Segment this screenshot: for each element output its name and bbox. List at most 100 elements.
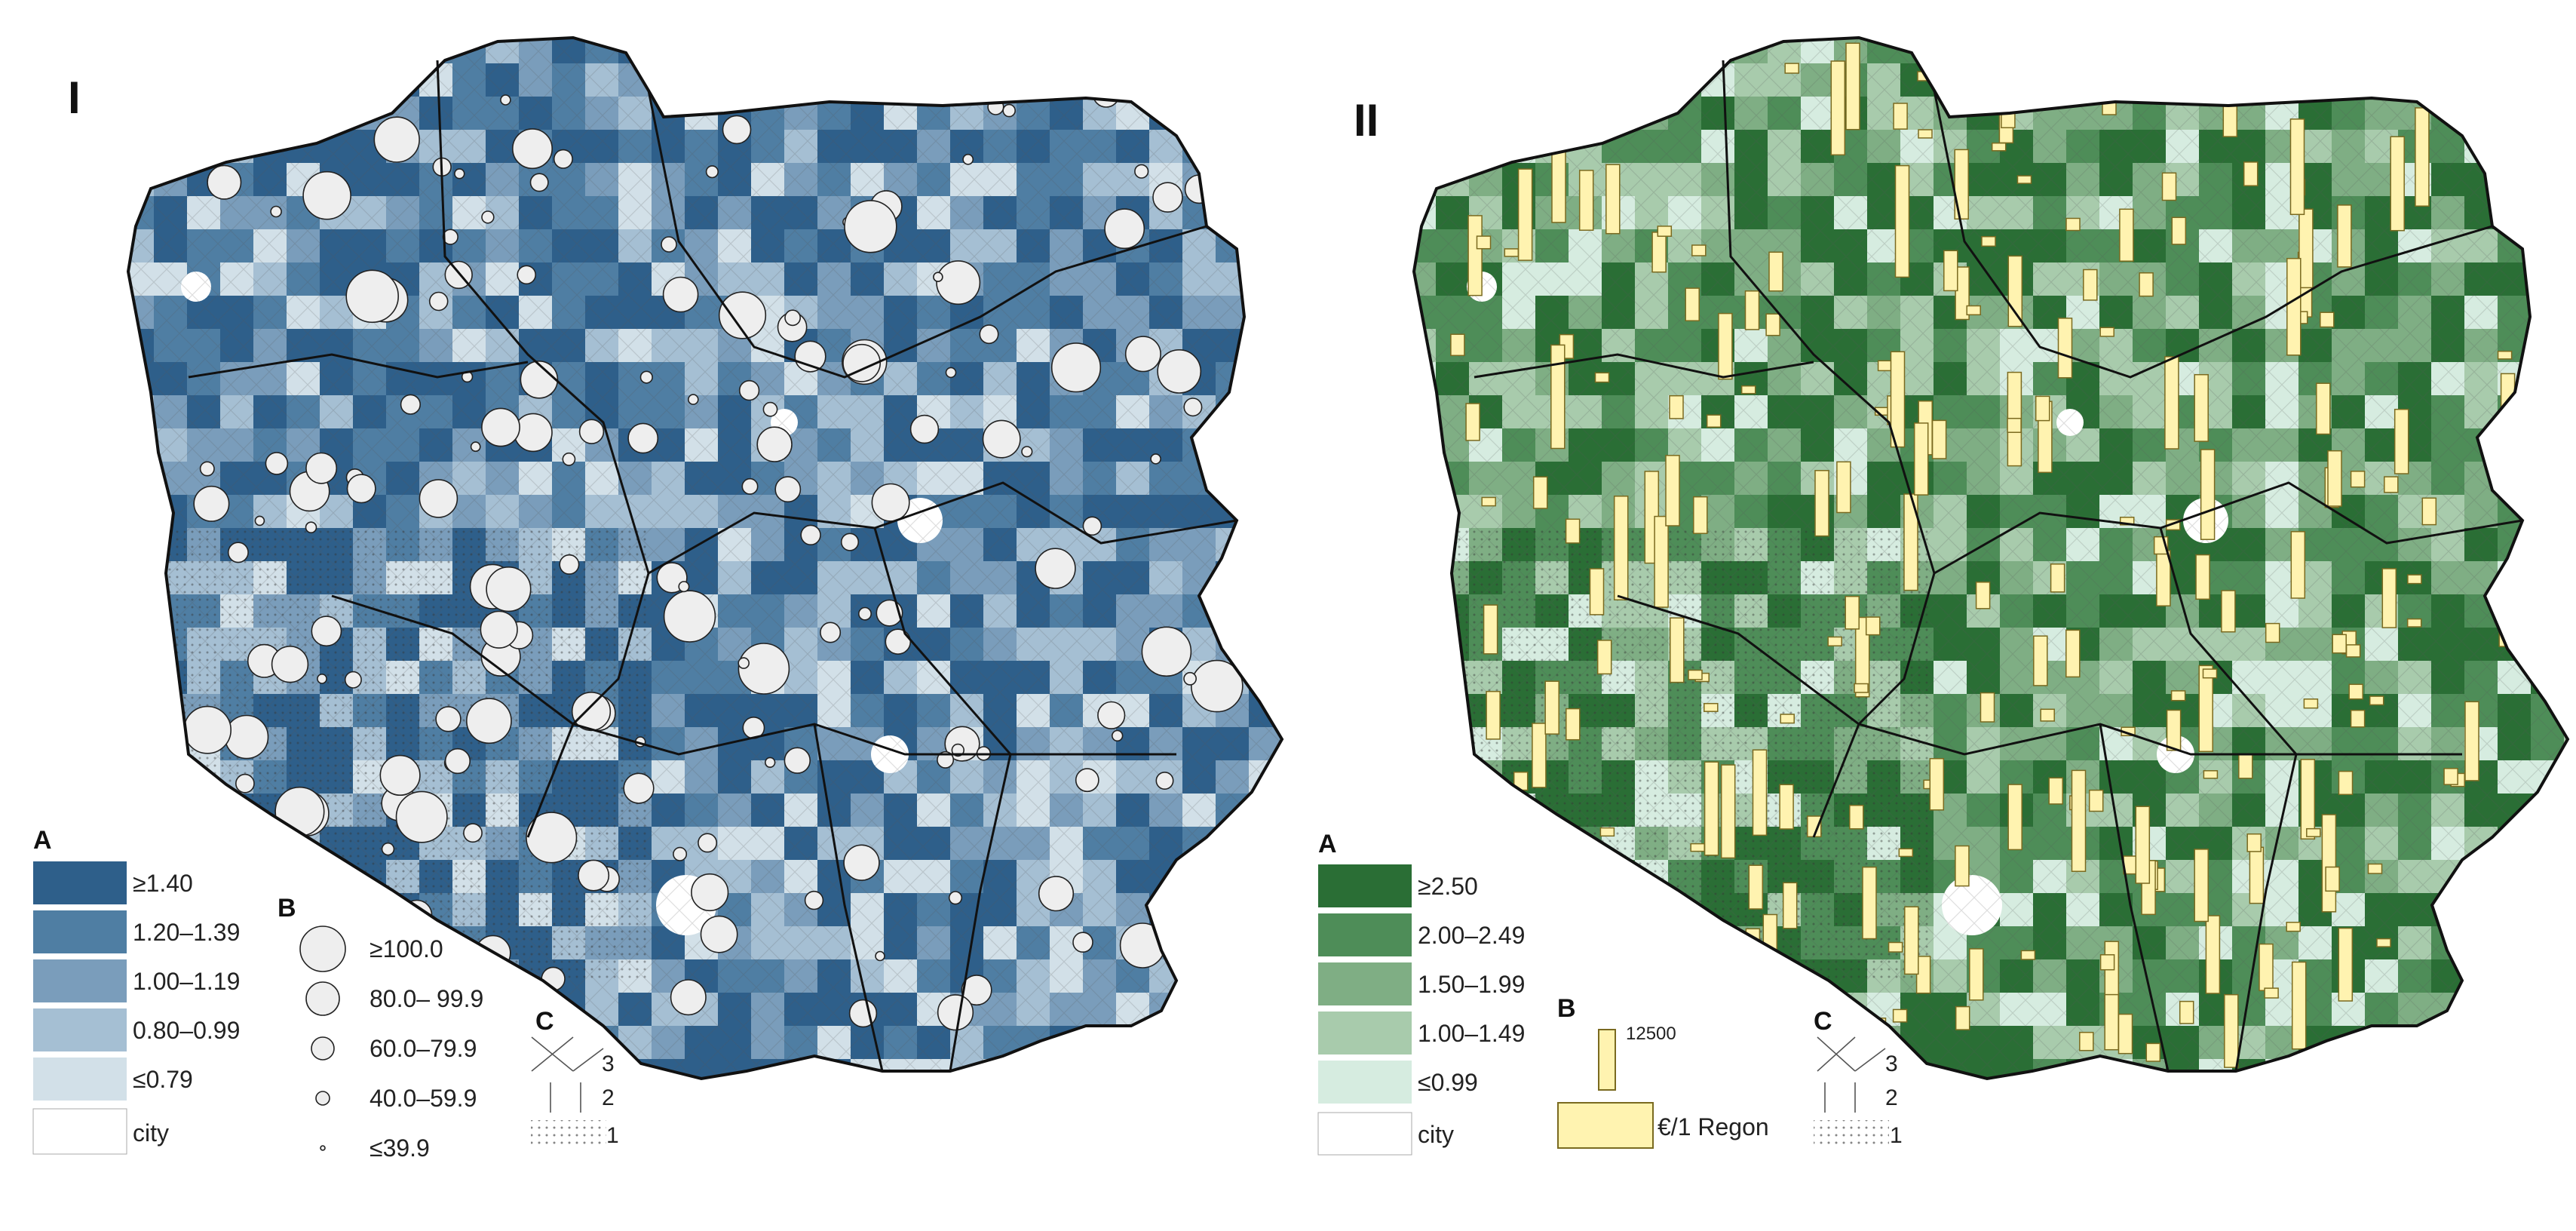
choropleth-cell	[1602, 860, 1636, 894]
symbol-bar	[2369, 695, 2384, 706]
choropleth-cell	[353, 63, 387, 97]
legend-swatch-city	[32, 1108, 127, 1155]
symbol-bar	[2303, 698, 2319, 709]
choropleth-cell	[1282, 727, 1316, 761]
symbol-circle	[1124, 336, 1161, 373]
choropleth-cell	[2498, 594, 2532, 628]
symbol-bar	[2071, 769, 2087, 872]
symbol-bar	[1779, 784, 1794, 830]
choropleth-cell	[1182, 97, 1216, 130]
choropleth-cell	[2564, 959, 2568, 993]
symbol-circle	[876, 599, 903, 627]
choropleth-cell	[2564, 893, 2568, 927]
choropleth-cell	[2298, 63, 2332, 97]
legend-a: A ≥1.401.20–1.391.00–1.190.80–0.99≤0.79 …	[32, 826, 240, 1155]
symbol-circle	[1002, 103, 1016, 118]
symbol-bar	[2007, 417, 2022, 433]
symbol-circle	[1165, 94, 1190, 118]
symbol-circle	[371, 87, 383, 99]
choropleth-cell	[652, 38, 685, 64]
map-II	[1414, 38, 2568, 1079]
choropleth-cell	[128, 462, 155, 496]
choropleth-cell	[2365, 1026, 2399, 1060]
legend-label: ≤0.99	[1418, 1069, 1478, 1096]
symbol-bar	[1693, 496, 1708, 534]
choropleth-cell	[1216, 827, 1250, 861]
legend-b-title: B	[1557, 994, 1576, 1023]
choropleth-cell	[2531, 296, 2565, 330]
choropleth-cell	[1249, 561, 1282, 595]
symbol-bar	[1915, 956, 1931, 994]
choropleth-cell	[253, 926, 287, 960]
choropleth-cell	[685, 38, 719, 64]
symbol-circle	[224, 714, 269, 760]
choropleth-cell	[2099, 38, 2133, 64]
symbol-bar	[2205, 915, 2221, 994]
symbol-bar	[1576, 901, 1591, 952]
choropleth-cell	[2564, 229, 2568, 263]
choropleth-cell	[486, 1026, 520, 1060]
choropleth-cell	[2332, 38, 2366, 64]
legend-label: 1.00–1.49	[1418, 1020, 1525, 1047]
choropleth-cell	[2000, 38, 2034, 64]
choropleth-cell	[1414, 63, 1437, 97]
choropleth-cell	[2531, 262, 2565, 296]
choropleth-cell	[1216, 97, 1250, 130]
choropleth-cell	[1282, 362, 1316, 396]
symbol-bar	[1504, 248, 1520, 257]
choropleth-cell	[1216, 926, 1250, 960]
symbol-circle	[1021, 446, 1033, 458]
choropleth-cell	[1282, 462, 1316, 496]
symbol-circle	[1063, 1034, 1074, 1045]
choropleth-cell	[1635, 893, 1669, 927]
choropleth-cell	[1701, 926, 1735, 960]
legend-label: 2.00–2.49	[1418, 922, 1525, 949]
legend-swatch	[1318, 1012, 1412, 1054]
choropleth-cell	[220, 827, 254, 861]
choropleth-cell	[2531, 97, 2565, 130]
symbol-bar	[2118, 1013, 2133, 1054]
choropleth-cell	[2564, 760, 2568, 794]
symbol-circle	[1072, 932, 1093, 953]
choropleth-cell	[220, 97, 254, 130]
choropleth-cell	[2431, 38, 2465, 64]
choropleth-cell	[2199, 38, 2233, 64]
symbol-bar	[1565, 518, 1581, 544]
symbol-circle	[514, 413, 553, 453]
choropleth-cell	[1635, 38, 1669, 64]
choropleth-cell	[1249, 860, 1282, 894]
symbol-circle	[463, 823, 483, 843]
symbol-bar	[2381, 568, 2397, 628]
choropleth-cell	[1282, 760, 1316, 794]
choropleth-cell	[1249, 63, 1282, 97]
choropleth-cell	[253, 1059, 287, 1079]
choropleth-cell	[1834, 1059, 1868, 1079]
symbol-circle	[982, 419, 1021, 459]
symbol-bar	[2345, 644, 2361, 658]
choropleth-cell	[2464, 63, 2498, 97]
legend-label: 1.20–1.39	[133, 919, 240, 946]
symbol-circle	[627, 422, 659, 454]
symbol-circle	[784, 309, 802, 327]
choropleth-cell	[1414, 827, 1437, 861]
choropleth-cell	[1535, 827, 1569, 861]
choropleth-cell	[128, 594, 155, 628]
symbol-bar	[1865, 616, 1881, 636]
choropleth-cell	[1149, 893, 1183, 927]
symbol-circle	[207, 164, 242, 200]
symbol-bar	[2338, 770, 2354, 796]
symbol-circle	[705, 165, 719, 179]
choropleth-cell	[287, 97, 320, 130]
choropleth-cell	[1249, 38, 1282, 64]
choropleth-cell	[2564, 395, 2568, 429]
choropleth-cell	[2398, 63, 2432, 97]
symbol-bar	[1657, 226, 1673, 237]
choropleth-cell	[2564, 694, 2568, 728]
choropleth-cell	[2564, 38, 2568, 64]
choropleth-cell	[154, 97, 188, 130]
choropleth-cell	[1249, 362, 1282, 396]
symbol-circle	[936, 260, 981, 305]
symbol-bar	[2249, 846, 2265, 904]
legend-circle	[320, 1145, 326, 1151]
choropleth-cell	[128, 63, 155, 97]
